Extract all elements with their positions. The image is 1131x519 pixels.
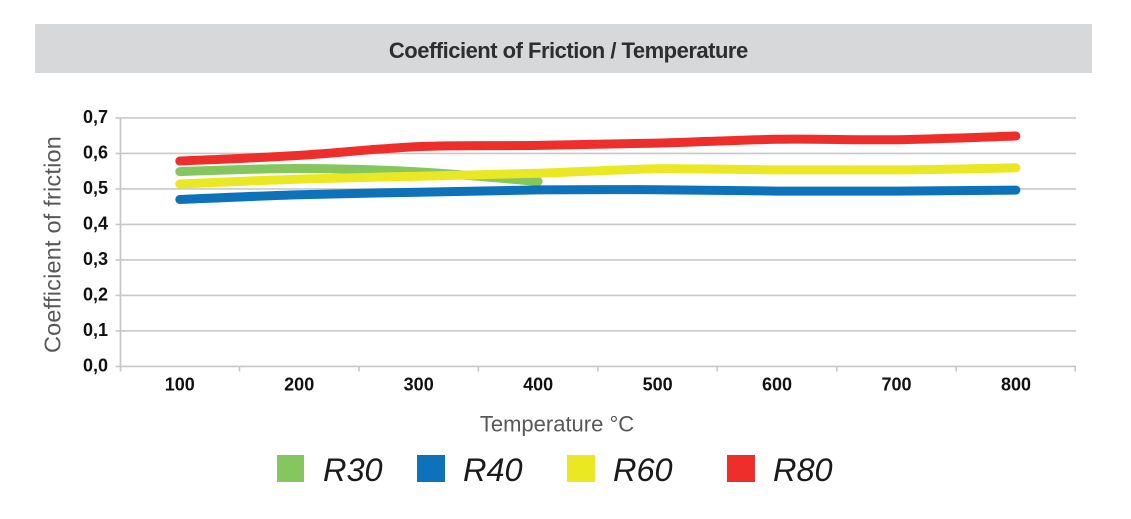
svg-text:Temperature °C: Temperature °C [480, 412, 634, 437]
svg-text:600: 600 [762, 375, 792, 395]
svg-text:0,0: 0,0 [83, 356, 108, 376]
svg-text:400: 400 [523, 375, 553, 395]
svg-text:0,6: 0,6 [83, 143, 108, 163]
svg-text:0,7: 0,7 [83, 107, 108, 127]
svg-text:200: 200 [284, 375, 314, 395]
svg-text:0,2: 0,2 [83, 285, 108, 305]
svg-text:0,5: 0,5 [83, 178, 108, 198]
svg-text:700: 700 [881, 375, 911, 395]
svg-text:0,4: 0,4 [83, 214, 108, 234]
svg-text:0,3: 0,3 [83, 249, 108, 269]
svg-text:800: 800 [1001, 375, 1031, 395]
svg-text:300: 300 [404, 375, 434, 395]
svg-text:0,1: 0,1 [83, 320, 108, 340]
svg-text:Coefficient of friction: Coefficient of friction [39, 136, 65, 353]
svg-text:100: 100 [165, 375, 195, 395]
svg-text:500: 500 [643, 375, 673, 395]
